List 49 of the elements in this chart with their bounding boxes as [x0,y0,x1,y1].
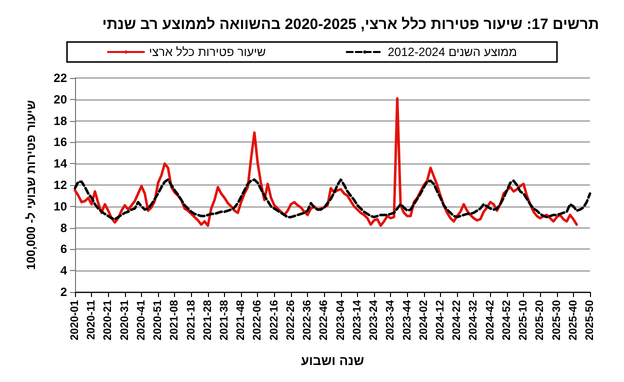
x-axis-title: שנה ושבוע [300,353,364,368]
y-tick-label: 6 [60,242,68,256]
x-tick-label: 2023-34 [384,299,397,340]
x-tick-label: 2021-08 [168,300,181,340]
y-tick-label: 20 [54,92,68,106]
x-tick-label: 2024-42 [484,300,496,340]
y-tick-label: 4 [60,264,68,278]
x-tick-label: 2023-14 [351,299,364,340]
x-tick-label: 2022-46 [318,300,330,340]
x-tick-label: 2020-11 [86,300,98,340]
line-series [74,178,592,220]
x-tick-label: 2025-10 [518,300,530,340]
x-tick-label: 2020-31 [118,300,131,340]
x-tick-label: 2022-26 [284,300,297,340]
x-tick-label: 2024-02 [418,300,430,340]
legend-label: ממוצע השנים 2012-2024 [388,45,517,59]
x-tick-label: 2021-38 [218,300,231,340]
y-tick-label: 16 [54,135,68,150]
x-tick-label: 2022-06 [252,300,264,340]
x-tick-label: 2025-20 [534,300,546,340]
x-tick-label: 2025-30 [550,300,563,340]
x-tick-label: 2020-21 [102,300,114,340]
y-tick-label: 10 [54,199,68,214]
x-tick-label: 2022-36 [302,300,314,340]
y-tick-label: 8 [60,220,68,235]
y-tick-label: 18 [54,114,68,128]
x-tick-label: 2020-01 [69,300,81,340]
x-tick-label: 2023-04 [334,299,347,340]
x-tick-label: 2022-16 [268,300,280,340]
legend-label: שיעור פטירות כלל ארצי [149,45,266,59]
x-tick-label: 2025-40 [567,300,580,340]
x-tick-label: 2021-18 [185,300,198,340]
x-tick-label: 2020-41 [135,300,148,340]
y-tick-label: 22 [54,71,68,85]
x-tick-label: 2023-24 [368,299,380,340]
y-tick-label: 14 [54,156,68,171]
y-axis-title: שיעור פטירות שבועי ל- 100,000 [24,100,38,270]
chart-title: תרשים 17: שיעור פטירות כלל ארצי, 2020-2025 בהשוואה לממוצע רב שנתי [102,16,600,33]
y-tick-label: 2 [60,285,68,299]
x-tick-label: 2023-44 [401,299,414,340]
x-tick-label: 2024-52 [500,300,513,340]
x-tick-label: 2021-28 [202,300,214,340]
x-tick-label: 2025-50 [584,300,596,340]
x-tick-label: 2020-51 [152,300,164,340]
x-tick-label: 2024-32 [468,300,480,340]
x-tick-label: 2024-22 [451,300,464,340]
x-tick-label: 2021-48 [235,300,248,340]
x-tick-label: 2024-12 [434,300,446,340]
y-tick-label: 12 [54,178,68,192]
